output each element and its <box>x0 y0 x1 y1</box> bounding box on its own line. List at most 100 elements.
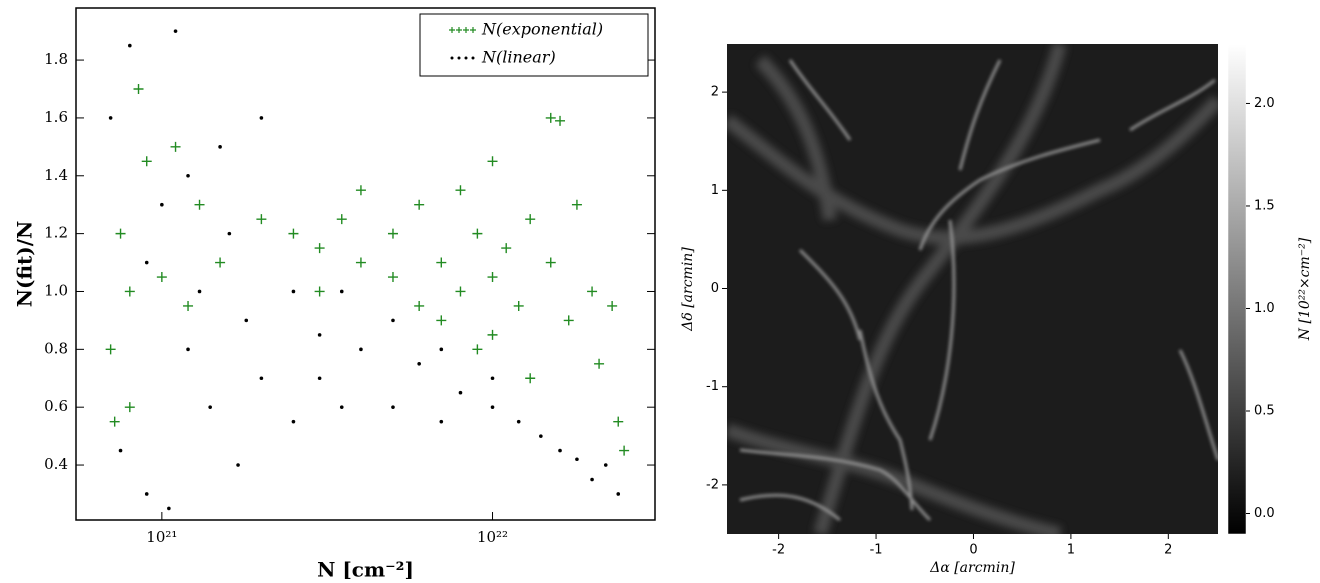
point <box>339 405 344 409</box>
y-axis-label: N(fit)/N <box>13 221 37 308</box>
point <box>558 448 562 453</box>
y-tick-label: 1.6 <box>44 108 68 126</box>
point <box>487 272 498 283</box>
point <box>314 243 325 254</box>
colorbar-tick-label: 2.0 <box>1254 96 1275 111</box>
legend-box <box>419 13 649 77</box>
point <box>256 214 267 225</box>
x-tick-label: 0 <box>969 543 977 558</box>
point <box>571 199 582 210</box>
point <box>336 214 347 225</box>
point <box>186 347 190 352</box>
point <box>545 112 556 123</box>
y-tick-label: 2 <box>711 85 719 100</box>
column-density-map <box>727 44 1218 534</box>
legend-marker <box>456 27 462 33</box>
point <box>555 115 566 126</box>
y-tick-label: -2 <box>706 477 719 492</box>
point <box>124 402 135 413</box>
point <box>236 463 240 467</box>
point <box>109 416 120 427</box>
point <box>472 344 483 355</box>
point <box>525 214 536 225</box>
legend-marker <box>457 56 461 60</box>
point <box>616 492 621 496</box>
x-axis-label: Δα [arcmin] <box>929 560 1015 576</box>
point <box>575 457 579 462</box>
y-tick-label: 1 <box>711 183 719 198</box>
point <box>186 173 190 178</box>
y-axis-label: Δδ [arcmin] <box>680 247 696 332</box>
point <box>590 477 594 482</box>
point <box>613 416 624 427</box>
point <box>317 376 322 381</box>
point <box>156 272 167 283</box>
point <box>259 376 264 381</box>
x-tick-label: -1 <box>870 543 883 558</box>
point <box>607 300 618 311</box>
point <box>455 286 466 297</box>
point <box>516 419 521 424</box>
legend-label: N(linear) <box>481 48 556 67</box>
point <box>563 315 574 326</box>
point <box>291 419 296 424</box>
legend-marker <box>470 27 476 33</box>
y-tick-label: 1.4 <box>44 166 68 184</box>
point <box>355 257 366 268</box>
point <box>215 257 226 268</box>
colorbar-tick-label: 1.0 <box>1254 301 1275 316</box>
colorbar <box>1228 44 1246 534</box>
plot-frame <box>75 7 656 521</box>
legend-marker <box>471 56 475 60</box>
point <box>339 289 344 294</box>
point <box>115 228 126 239</box>
point <box>291 289 296 294</box>
point <box>414 199 425 210</box>
x-tick-label: 2 <box>1164 543 1172 558</box>
point <box>244 318 249 323</box>
point <box>525 373 536 384</box>
colorbar-frame <box>1227 43 1247 535</box>
x-axis-label: N [cm⁻²] <box>317 558 414 582</box>
point <box>317 333 322 337</box>
series <box>105 83 630 456</box>
point <box>124 286 135 297</box>
point <box>417 361 421 366</box>
point <box>587 286 598 297</box>
point <box>487 329 498 340</box>
point <box>259 116 264 120</box>
point <box>355 185 366 196</box>
point <box>490 405 495 409</box>
point <box>183 300 194 311</box>
colorbar-tick-label: 0.5 <box>1254 403 1275 418</box>
y-tick-label: 0 <box>711 281 719 296</box>
legend-marker <box>449 27 455 33</box>
point <box>387 272 398 283</box>
point <box>170 141 181 152</box>
point <box>133 83 144 94</box>
point <box>391 405 395 409</box>
legend-marker <box>450 56 454 60</box>
legend-label: N(exponential) <box>481 20 603 39</box>
point <box>391 318 395 323</box>
point <box>414 300 425 311</box>
colorbar-tick-label: 0.0 <box>1254 506 1275 521</box>
point <box>513 300 524 311</box>
point <box>197 289 202 294</box>
legend-marker <box>463 27 469 33</box>
x-tick-label: 10²² <box>477 528 508 546</box>
point <box>472 228 483 239</box>
point <box>218 145 222 149</box>
point <box>108 116 113 120</box>
y-tick-label: 0.6 <box>44 397 68 415</box>
y-tick-label: 1.0 <box>44 281 68 299</box>
point <box>194 199 205 210</box>
point <box>128 43 132 48</box>
point <box>439 419 444 424</box>
point <box>594 358 605 369</box>
point <box>144 492 149 496</box>
point <box>227 231 232 236</box>
point <box>619 445 630 456</box>
point <box>105 344 116 355</box>
